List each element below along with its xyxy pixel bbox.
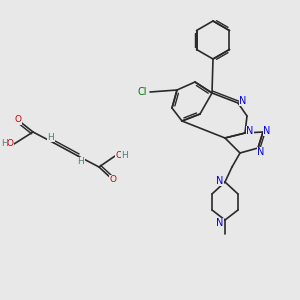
Text: O: O bbox=[14, 116, 22, 124]
Text: N: N bbox=[263, 126, 271, 136]
Text: H: H bbox=[48, 133, 54, 142]
Text: N: N bbox=[257, 147, 265, 157]
Text: H: H bbox=[1, 140, 7, 148]
Text: O: O bbox=[7, 140, 14, 148]
Text: N: N bbox=[216, 176, 224, 186]
Text: Cl: Cl bbox=[137, 87, 147, 97]
Text: H: H bbox=[78, 158, 84, 166]
Text: H: H bbox=[122, 152, 128, 160]
Text: N: N bbox=[239, 96, 247, 106]
Text: O: O bbox=[110, 176, 116, 184]
Text: O: O bbox=[116, 152, 122, 160]
Text: N: N bbox=[246, 126, 254, 136]
Text: N: N bbox=[216, 218, 224, 228]
